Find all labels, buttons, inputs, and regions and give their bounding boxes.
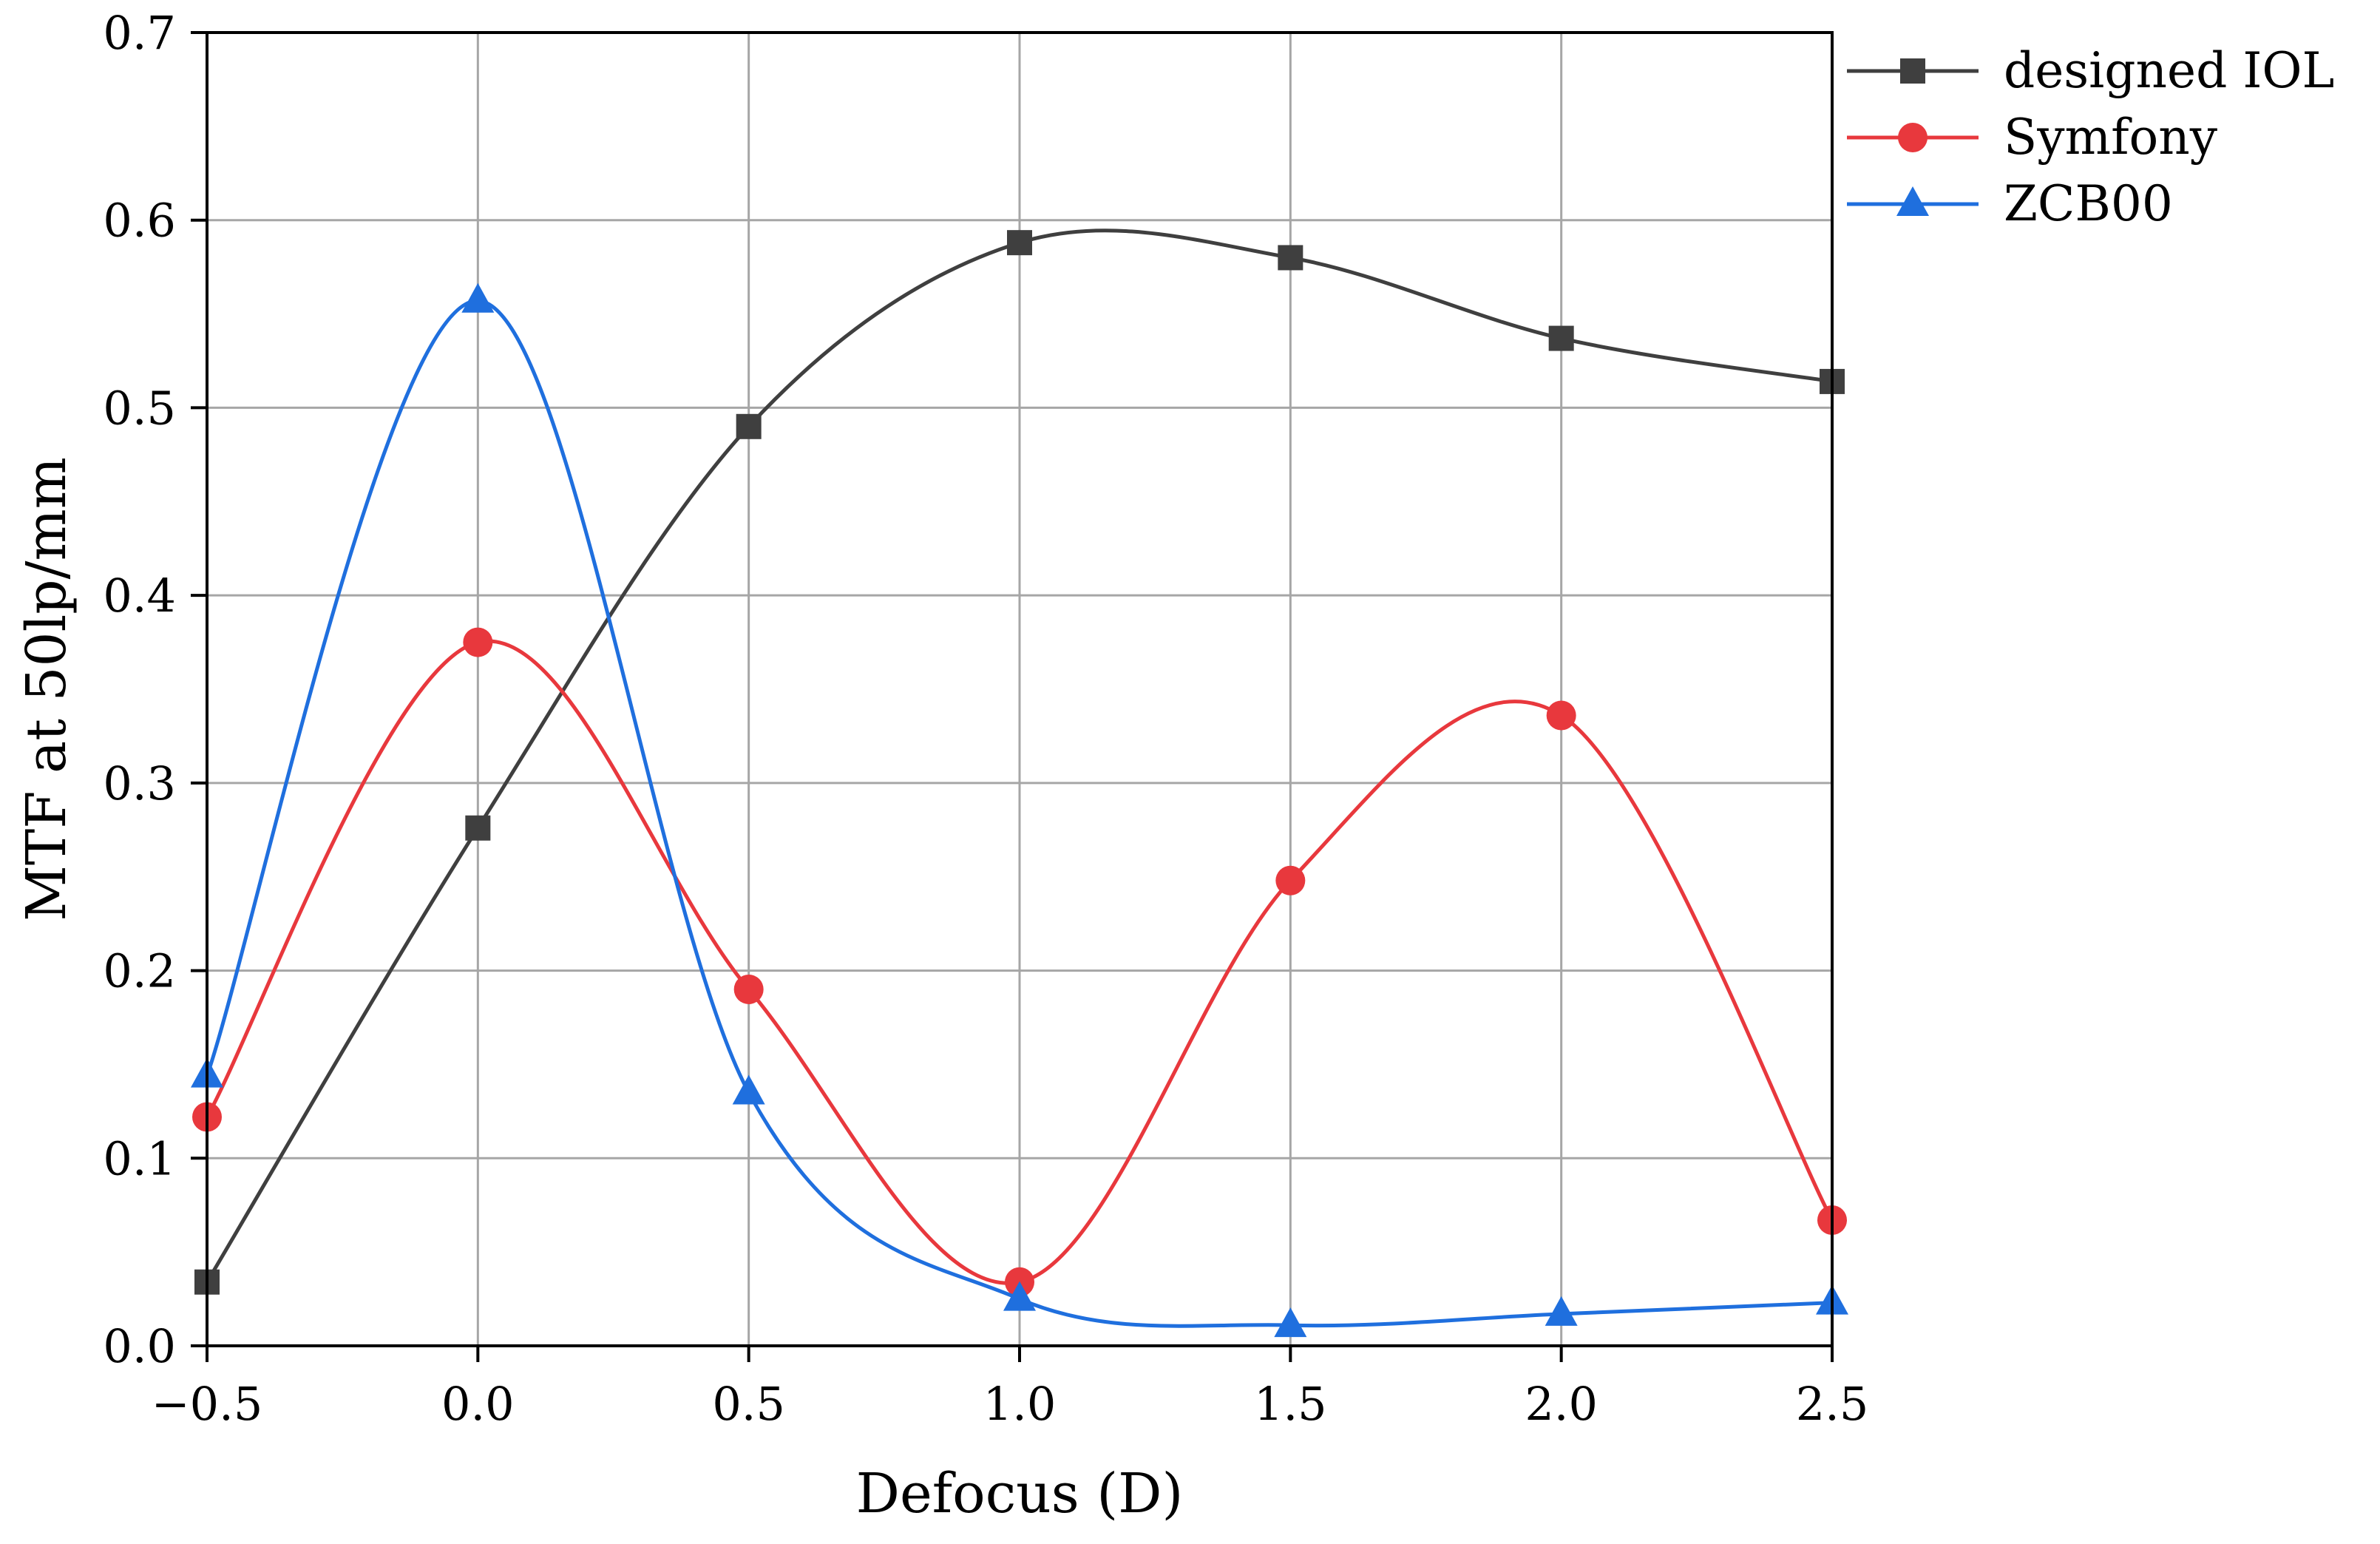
data-point-symfony [733, 974, 764, 1004]
y-tick-label: 0.7 [103, 6, 176, 60]
data-point-symfony [1546, 700, 1576, 731]
x-axis-title: Defocus (D) [856, 1462, 1184, 1526]
x-tick-label: 2.0 [1525, 1377, 1598, 1431]
x-tick-label: 2.5 [1796, 1377, 1869, 1431]
y-tick-label: 0.3 [103, 756, 176, 810]
grid-lines [207, 33, 1832, 1346]
y-tick-label: 0.0 [103, 1319, 176, 1373]
x-tick-label: 1.5 [1254, 1377, 1327, 1431]
x-tick-label: 1.0 [983, 1377, 1057, 1431]
y-tick-label: 0.1 [103, 1131, 176, 1185]
data-point-zcb00 [1003, 1281, 1036, 1311]
data-point-designed-iol [1007, 230, 1032, 256]
data-point-zcb00 [461, 282, 495, 313]
data-point-symfony [1275, 865, 1306, 895]
data-point-zcb00 [1274, 1307, 1307, 1338]
x-tick-label: 0.5 [712, 1377, 785, 1431]
y-axis-title: MTF at 50lp/mm [15, 457, 78, 921]
legend-label-designed-iol: designed IOL [2004, 42, 2334, 99]
legend-marker-symfony [1898, 123, 1928, 152]
data-point-symfony [463, 627, 493, 657]
axis-ticks: −0.5 0.0 0.5 1.0 1.5 2.0 2.50.00.10.20.30.40.5… [103, 6, 1868, 1431]
data-point-designed-iol [1278, 245, 1303, 271]
y-tick-label: 0.2 [103, 944, 176, 998]
y-tick-label: 0.5 [103, 381, 176, 435]
data-point-designed-iol [465, 815, 491, 841]
data-point-zcb00 [1545, 1296, 1578, 1326]
legend-marker-designed-iol [1900, 58, 1925, 84]
legend-label-symfony: Symfony [2004, 109, 2218, 166]
x-tick-label: −0.5 [152, 1377, 263, 1431]
x-tick-label: 0.0 [441, 1377, 515, 1431]
legend-label-zcb00: ZCB00 [2004, 175, 2173, 232]
y-tick-label: 0.6 [103, 194, 176, 248]
data-point-designed-iol [1548, 325, 1574, 351]
data-point-zcb00 [732, 1074, 765, 1105]
data-point-designed-iol [736, 413, 762, 439]
series-line-zcb00 [205, 299, 1833, 1328]
series-line-designed-iol [205, 228, 1833, 1283]
y-tick-label: 0.4 [103, 569, 176, 623]
legend: designed IOL Symfony ZCB00 [1847, 42, 2334, 232]
legend-marker-zcb00 [1896, 186, 1929, 216]
